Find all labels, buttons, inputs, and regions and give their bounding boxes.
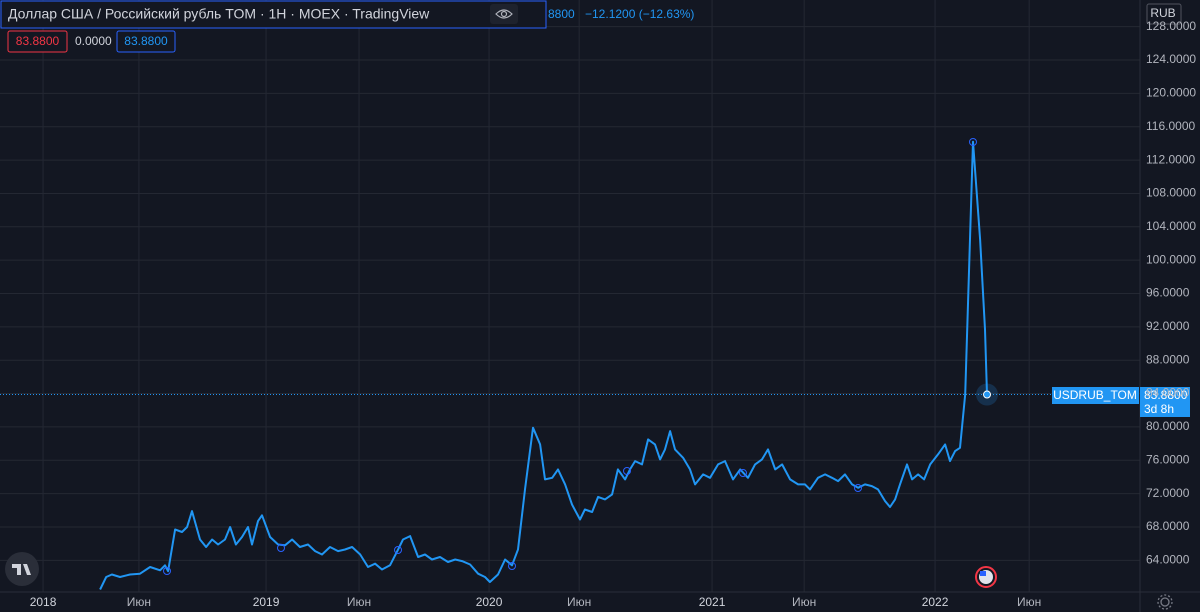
title-box[interactable] bbox=[0, 0, 547, 29]
grid bbox=[0, 0, 1140, 592]
event-marker[interactable] bbox=[277, 544, 285, 552]
currency[interactable]: RUB bbox=[1150, 6, 1175, 20]
y-tick-label: 88.0000 bbox=[1146, 352, 1190, 366]
currency-box[interactable] bbox=[1146, 3, 1182, 25]
y-tick-label: 128.0000 bbox=[1146, 19, 1196, 33]
series-line bbox=[99, 140, 988, 590]
y-tick-label: 100.0000 bbox=[1146, 252, 1196, 266]
price-tag-countdown: 3d 8h bbox=[1144, 402, 1174, 416]
y-tick-label: 68.0000 bbox=[1146, 519, 1190, 533]
event-marker[interactable] bbox=[854, 484, 862, 492]
y-tick-label: 84.0000 bbox=[1146, 386, 1190, 400]
price-tag-box bbox=[1140, 387, 1190, 417]
x-tick-label: Июн bbox=[792, 595, 816, 609]
y-tick-label: 72.0000 bbox=[1146, 486, 1190, 500]
y-tick-label: 104.0000 bbox=[1146, 219, 1196, 233]
y-tick-label: 76.0000 bbox=[1146, 452, 1190, 466]
y-tick-label: 80.0000 bbox=[1146, 419, 1190, 433]
x-tick-label: 2020 bbox=[476, 595, 503, 609]
event-marker[interactable] bbox=[163, 567, 171, 575]
x-tick-label: Июн bbox=[567, 595, 591, 609]
y-tick-label: 116.0000 bbox=[1146, 119, 1195, 133]
plot bbox=[0, 140, 1140, 590]
logo[interactable] bbox=[5, 552, 39, 586]
y-tick-label: 92.0000 bbox=[1146, 319, 1190, 333]
flag-icon bbox=[975, 566, 997, 588]
x-tick-label: 2021 bbox=[699, 595, 726, 609]
event-markers bbox=[163, 138, 977, 575]
x-tick-label: 2022 bbox=[922, 595, 949, 609]
event-marker[interactable] bbox=[739, 469, 747, 477]
event-marker[interactable] bbox=[969, 138, 977, 146]
change: −12.1200 (−12.63%) bbox=[585, 7, 694, 21]
settings-icon[interactable] bbox=[1157, 594, 1173, 610]
price-tag-name-box bbox=[1052, 387, 1139, 404]
eye-icon[interactable] bbox=[490, 4, 518, 24]
event-marker[interactable] bbox=[508, 562, 516, 570]
title: Доллар США / Российский рубль TOM · 1H ·… bbox=[8, 6, 430, 22]
y-tick-label: 108.0000 bbox=[1146, 186, 1196, 200]
y-tick-label: 112.0000 bbox=[1146, 152, 1195, 166]
x-tick-label: Июн bbox=[127, 595, 151, 609]
last-price-partial: 8800 bbox=[548, 7, 575, 21]
badge-box bbox=[116, 30, 176, 53]
x-tick-label: 2018 bbox=[30, 595, 57, 609]
y-tick-label: 124.0000 bbox=[1146, 52, 1196, 66]
y-tick-label: 64.0000 bbox=[1146, 552, 1190, 566]
badge-box bbox=[7, 30, 68, 53]
badge: 83.8800 bbox=[16, 34, 60, 48]
price-tag-price: 83.8800 bbox=[1144, 388, 1188, 402]
y-tick-label: 120.0000 bbox=[1146, 86, 1196, 100]
event-marker[interactable] bbox=[394, 546, 402, 554]
last-price-point bbox=[983, 390, 992, 399]
badge: 0.0000 bbox=[75, 34, 112, 48]
x-tick-label: 2019 bbox=[253, 595, 280, 609]
badge: 83.8800 bbox=[124, 34, 168, 48]
x-tick-label: Июн bbox=[1017, 595, 1041, 609]
price-tag-name: USDRUB_TOM bbox=[1053, 388, 1137, 402]
x-tick-label: Июн bbox=[347, 595, 371, 609]
event-marker[interactable] bbox=[623, 467, 631, 475]
y-tick-label: 96.0000 bbox=[1146, 286, 1190, 300]
